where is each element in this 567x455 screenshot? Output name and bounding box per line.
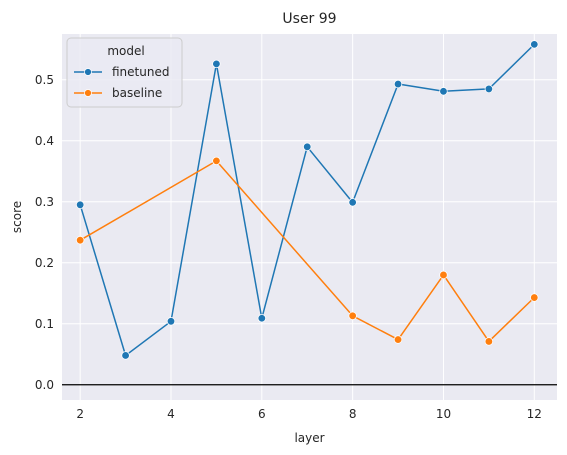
data-point-finetuned	[530, 40, 539, 49]
y-tick-label: 0.2	[35, 256, 54, 270]
data-point-finetuned	[439, 87, 448, 96]
data-point-baseline	[75, 236, 85, 245]
data-point-baseline	[530, 293, 539, 302]
data-point-finetuned	[303, 142, 312, 152]
x-tick-label: 4	[167, 407, 175, 421]
data-point-baseline	[348, 311, 357, 320]
x-tick-label: 2	[76, 407, 84, 421]
y-tick-label: 0.0	[35, 378, 54, 392]
data-point-baseline	[484, 337, 494, 346]
legend-box	[66, 37, 183, 108]
y-tick-label: 0.4	[35, 134, 54, 148]
data-point-finetuned	[212, 59, 221, 69]
legend-marker-baseline	[84, 89, 92, 97]
data-point-finetuned	[393, 79, 403, 89]
x-axis-label: layer	[294, 431, 324, 445]
grid	[62, 34, 557, 400]
x-tick-labels: 2 4 6 8 10 12	[76, 407, 542, 421]
data-point-finetuned	[484, 84, 494, 94]
data-point-finetuned	[121, 351, 130, 360]
y-tick-labels: 0.0 0.1 0.2 0.3 0.4 0.5	[35, 73, 54, 392]
legend: model finetuned baseline	[66, 37, 183, 108]
data-point-baseline	[439, 270, 448, 280]
data-point-finetuned	[348, 198, 357, 207]
legend-marker-finetuned	[84, 68, 92, 76]
x-tick-label: 10	[436, 407, 451, 421]
series-baseline	[75, 156, 539, 346]
data-point-baseline	[212, 156, 221, 166]
y-tick-label: 0.3	[35, 195, 54, 209]
series-finetuned	[75, 40, 539, 360]
y-tick-label: 0.5	[35, 73, 54, 87]
y-tick-label: 0.1	[35, 317, 54, 331]
legend-label-baseline: baseline	[112, 86, 162, 100]
x-tick-label: 8	[349, 407, 357, 421]
data-point-finetuned	[257, 314, 266, 323]
x-tick-label: 6	[258, 407, 266, 421]
series-layer	[75, 40, 539, 360]
chart-title: User 99	[282, 11, 336, 27]
data-point-baseline	[393, 335, 403, 344]
legend-title: model	[107, 44, 144, 58]
x-tick-label: 12	[527, 407, 542, 421]
data-point-finetuned	[75, 200, 85, 209]
y-axis-label: score	[10, 201, 24, 233]
data-point-finetuned	[166, 317, 176, 326]
legend-label-finetuned: finetuned	[112, 65, 169, 79]
